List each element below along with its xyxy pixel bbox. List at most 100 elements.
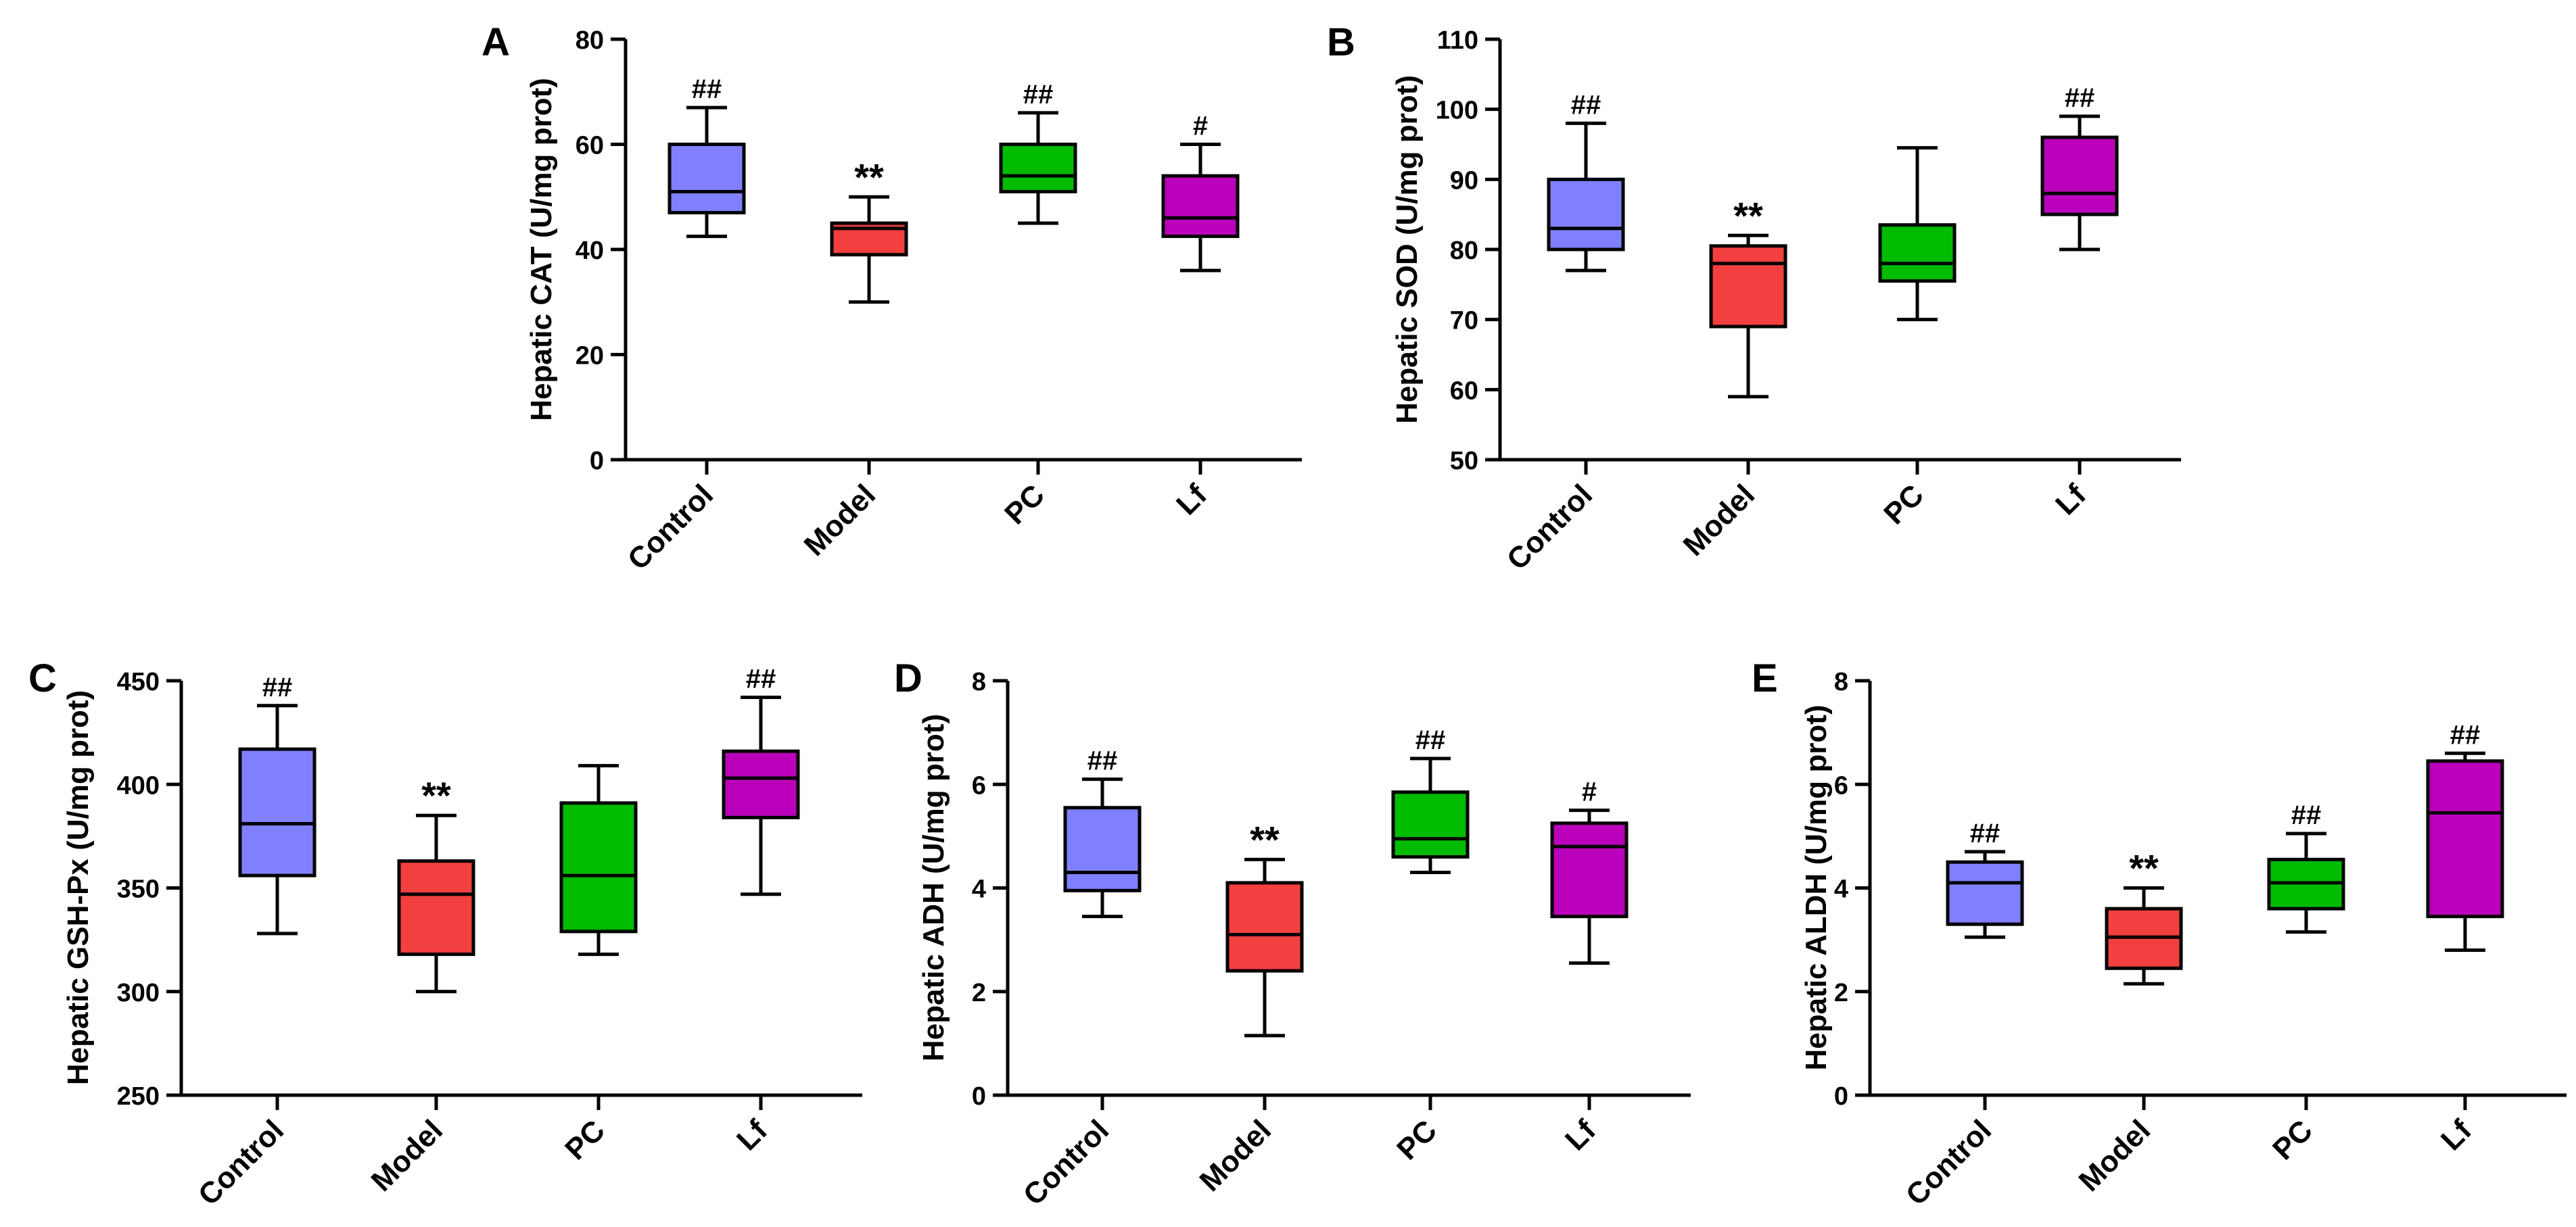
y-tick-label: 50 — [1450, 447, 1478, 475]
significance-marker: ## — [1571, 90, 1601, 120]
box-pc — [1878, 146, 1957, 322]
x-tick-label-model: Model — [365, 1113, 450, 1198]
y-tick-label: 6 — [972, 771, 986, 800]
significance-marker: ** — [421, 774, 451, 817]
significance-marker: ## — [746, 665, 776, 694]
box-pc — [559, 764, 638, 957]
box-iqr — [397, 859, 475, 957]
significance-marker: ## — [2291, 800, 2322, 830]
significance-marker: # — [1193, 112, 1208, 141]
x-tick-label-lf: Lf — [1559, 1113, 1602, 1157]
y-axis-label: Hepatic SOD (U/mg prot) — [1390, 75, 1424, 424]
significance-marker: ** — [1250, 818, 1280, 861]
box-pc: ## — [1391, 725, 1470, 875]
x-tick-label-lf: Lf — [730, 1113, 774, 1157]
box-iqr — [1946, 860, 2024, 926]
y-tick-label: 0 — [590, 447, 604, 475]
y-tick-label: 400 — [117, 771, 160, 800]
box-iqr — [1547, 177, 1625, 251]
x-tick-label-model: Model — [1194, 1113, 1278, 1198]
y-tick-label: 6 — [1834, 771, 1848, 800]
y-tick-label: 0 — [1834, 1082, 1848, 1111]
box-iqr — [1709, 244, 1787, 329]
x-tick-label-control: Control — [192, 1113, 290, 1211]
significance-marker: ## — [1023, 80, 1054, 110]
y-axis-label: Hepatic CAT (U/mg prot) — [525, 78, 558, 421]
x-tick-label-lf: Lf — [2435, 1113, 2478, 1157]
box-iqr — [2426, 759, 2504, 919]
y-tick-label: 2 — [1834, 979, 1848, 1007]
significance-marker: ** — [2129, 847, 2159, 890]
box-iqr — [1225, 881, 1304, 973]
x-tick-label-model: Model — [1677, 478, 1762, 562]
x-tick-label-control: Control — [1501, 478, 1599, 576]
box-iqr — [1550, 821, 1629, 919]
x-tick-label-pc: PC — [1390, 1113, 1443, 1166]
significance-marker: ** — [854, 155, 884, 198]
significance-marker: ## — [1415, 725, 1446, 755]
panel-D: D Hepatic ADH (U/mg prot) 0 2 4 6 8 Control Mode… — [894, 656, 1691, 1212]
box-model: ** — [1709, 194, 1787, 399]
box-control: ## — [668, 74, 746, 239]
box-iqr — [1063, 806, 1142, 892]
box-control: ## — [238, 673, 317, 936]
y-tick-label: 350 — [117, 875, 160, 904]
box-iqr — [722, 749, 800, 819]
y-tick-label: 8 — [1834, 668, 1848, 696]
box-iqr — [1391, 790, 1470, 859]
y-tick-label: 450 — [117, 668, 160, 696]
panel-B: B Hepatic SOD (U/mg prot) 50 60 70 80 90 100 110… — [1327, 20, 2181, 577]
y-tick-label: 300 — [117, 979, 160, 1007]
box-model: ** — [1225, 818, 1304, 1038]
box-lf: ## — [722, 665, 800, 896]
significance-marker: # — [1582, 777, 1597, 807]
y-tick-label: 2 — [972, 979, 986, 1007]
y-axis-label: Hepatic ALDH (U/mg prot) — [1800, 704, 1833, 1070]
box-iqr — [999, 143, 1077, 193]
significance-marker: ## — [2065, 83, 2095, 113]
y-tick-label: 80 — [576, 26, 604, 55]
x-tick-label-pc: PC — [2266, 1113, 2319, 1166]
panel-letter-A: A — [482, 20, 510, 64]
box-iqr — [2040, 135, 2119, 216]
x-tick-label-model: Model — [798, 478, 883, 562]
y-axis-label: Hepatic ADH (U/mg prot) — [917, 714, 950, 1061]
box-model: ** — [397, 774, 475, 994]
x-tick-label-control: Control — [1017, 1113, 1115, 1211]
y-axis-label: Hepatic GSH-Px (U/mg prot) — [62, 690, 95, 1085]
x-tick-label-pc: PC — [1877, 478, 1930, 531]
significance-marker: ## — [1087, 746, 1118, 776]
y-tick-label: 110 — [1437, 26, 1478, 55]
y-tick-label: 0 — [972, 1082, 986, 1111]
box-model: ** — [2105, 847, 2183, 986]
y-tick-label: 40 — [576, 237, 604, 265]
y-tick-label: 8 — [972, 668, 986, 696]
x-tick-label-pc: PC — [559, 1113, 611, 1166]
y-tick-label: 80 — [1450, 237, 1478, 265]
box-lf: # — [1550, 777, 1629, 965]
panel-letter-B: B — [1327, 20, 1355, 64]
x-tick-label-pc: PC — [998, 478, 1051, 531]
box-control: ## — [1946, 819, 2024, 939]
box-lf: ## — [2040, 83, 2119, 251]
panel-letter-D: D — [894, 656, 922, 700]
x-tick-label-control: Control — [622, 478, 720, 576]
significance-marker: ## — [262, 673, 293, 702]
x-tick-label-lf: Lf — [1170, 478, 1213, 521]
significance-marker: ** — [1733, 194, 1763, 237]
x-tick-label-lf: Lf — [2049, 478, 2092, 521]
panel-E: E Hepatic ALDH (U/mg prot)0 2 4 6 8 Control Mod… — [1752, 656, 2567, 1212]
y-tick-label: 20 — [576, 342, 604, 370]
box-iqr — [238, 747, 317, 877]
box-lf: # — [1161, 112, 1240, 272]
box-lf: ## — [2426, 720, 2504, 952]
box-pc: ## — [2267, 800, 2345, 934]
y-tick-label: 250 — [117, 1082, 160, 1111]
x-tick-label-control: Control — [1900, 1113, 1998, 1211]
box-control: ## — [1063, 746, 1142, 919]
panel-letter-E: E — [1752, 656, 1778, 700]
significance-marker: ## — [1970, 819, 2000, 848]
box-iqr — [559, 801, 638, 934]
